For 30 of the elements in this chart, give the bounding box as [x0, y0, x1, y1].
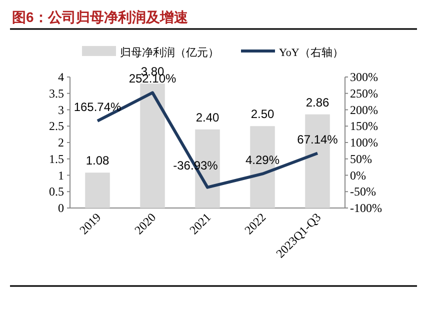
y-tick-label: 3.5	[49, 86, 64, 100]
legend-label: YoY（右轴）	[279, 46, 344, 59]
data-label: 67.14%	[297, 132, 338, 146]
y-tick-label: 1.5	[49, 152, 64, 166]
y-tick-label: 2.5	[49, 119, 64, 134]
data-label: 1.08	[86, 154, 110, 168]
y2-tick-label: 100%	[350, 136, 378, 150]
y2-tick-label: 50%	[350, 152, 372, 166]
data-label: 165.74%	[74, 100, 122, 114]
y-tick-label: 1	[58, 168, 64, 182]
legend-label: 归母净利润（亿元）	[120, 46, 219, 59]
y2-tick-label: 150%	[350, 119, 378, 134]
y2-tick-label: 300%	[350, 70, 378, 84]
y-tick-label: 2	[58, 136, 64, 150]
y2-tick-label: 250%	[350, 86, 378, 100]
data-label: 4.29%	[245, 152, 280, 167]
y-tick-label: 0	[58, 201, 64, 215]
y-tick-label: 4	[58, 70, 64, 84]
y2-tick-label: 200%	[350, 102, 378, 117]
data-label: 2.40	[196, 110, 220, 124]
bar	[140, 84, 165, 208]
y2-tick-label: -100%	[350, 201, 382, 215]
y2-tick-label: -50%	[350, 184, 376, 199]
data-label: 2.50	[250, 107, 274, 122]
y-tick-label: 3	[58, 102, 64, 117]
bar	[85, 172, 110, 208]
y-tick-label: 0.5	[49, 184, 64, 199]
data-label: 2.86	[306, 95, 330, 110]
y2-tick-label: 0%	[350, 168, 366, 182]
chart-title: 图6：公司归母净利润及增速	[12, 9, 189, 25]
